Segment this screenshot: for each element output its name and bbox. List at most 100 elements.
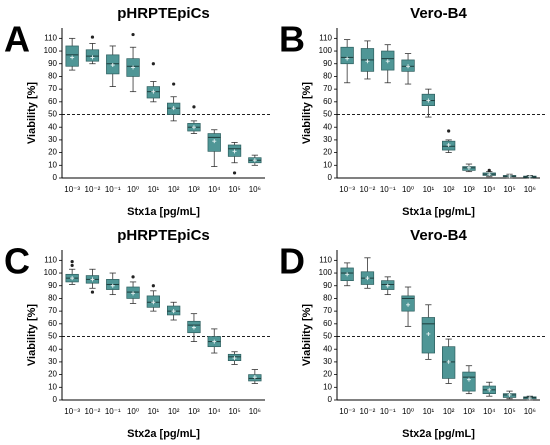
- mean-marker: [70, 276, 75, 281]
- y-tick-label: 100: [44, 46, 58, 55]
- mean-marker: [90, 277, 95, 282]
- mean-marker: [131, 291, 136, 296]
- y-axis-label: Viability [%]: [26, 304, 38, 366]
- outlier: [172, 82, 176, 86]
- y-tick-label: 100: [44, 268, 58, 277]
- x-tick-label: 10⁶: [249, 407, 261, 416]
- x-tick-label: 10⁻²: [360, 185, 376, 194]
- outlier: [232, 171, 237, 175]
- y-tick-label: 50: [48, 332, 57, 341]
- mean-marker: [446, 359, 451, 364]
- y-tick-label: 10: [48, 160, 57, 169]
- y-tick-label: 0: [328, 395, 333, 404]
- mean-marker: [131, 65, 136, 70]
- x-tick-label: 10⁻¹: [380, 407, 396, 416]
- mean-marker: [507, 392, 512, 397]
- y-tick-label: 70: [48, 306, 57, 315]
- mean-marker: [385, 283, 390, 288]
- y-tick-label: 40: [323, 122, 332, 131]
- x-tick-label: 10⁴: [483, 185, 496, 194]
- mean-marker: [426, 331, 431, 336]
- x-tick-label: 10³: [463, 185, 475, 194]
- y-tick-label: 20: [323, 370, 332, 379]
- mean-marker: [191, 325, 196, 330]
- mean-marker: [110, 283, 115, 288]
- y-tick-label: 60: [48, 319, 57, 328]
- panel-letter: C: [4, 241, 30, 282]
- mean-marker: [212, 339, 217, 344]
- x-tick-label: 10⁻²: [360, 407, 376, 416]
- x-tick-label: 10²: [443, 407, 455, 416]
- y-tick-label: 90: [323, 281, 332, 290]
- x-tick-label: 10²: [168, 407, 180, 416]
- outlier: [447, 129, 451, 133]
- x-tick-label: 10⁴: [208, 185, 221, 194]
- y-tick-label: 100: [319, 268, 333, 277]
- panel-letter: B: [279, 19, 305, 60]
- x-tick-label: 10¹: [148, 185, 160, 194]
- x-tick-label: 10⁻³: [64, 185, 80, 194]
- mean-marker: [365, 59, 370, 64]
- mean-marker: [171, 106, 176, 111]
- mean-marker: [151, 300, 156, 305]
- y-tick-label: 70: [323, 306, 332, 315]
- mean-marker: [345, 56, 350, 61]
- mean-marker: [466, 377, 471, 382]
- y-tick-label: 0: [328, 173, 333, 182]
- outlier: [487, 168, 491, 172]
- x-tick-label: 10¹: [423, 185, 435, 194]
- mean-marker: [212, 139, 217, 144]
- mean-marker: [252, 375, 257, 380]
- y-tick-label: 60: [323, 97, 332, 106]
- y-tick-label: 0: [53, 395, 58, 404]
- x-tick-label: 10⁻³: [339, 185, 355, 194]
- x-tick-label: 10⁶: [249, 185, 261, 194]
- x-tick-label: 10⁻²: [85, 407, 101, 416]
- mean-marker: [527, 396, 532, 401]
- mean-marker: [426, 98, 431, 103]
- outlier: [131, 275, 135, 279]
- y-tick-label: 30: [48, 357, 57, 366]
- y-tick-label: 20: [48, 148, 57, 157]
- y-tick-label: 90: [48, 281, 57, 290]
- y-tick-label: 40: [48, 344, 57, 353]
- x-tick-label: 10¹: [423, 407, 435, 416]
- box: [340, 46, 354, 65]
- y-tick-label: 40: [323, 344, 332, 353]
- y-tick-label: 0: [53, 173, 58, 182]
- x-tick-label: 10⁻¹: [380, 185, 396, 194]
- y-tick-label: 50: [323, 332, 332, 341]
- x-axis-label: Stx1a [pg/mL]: [402, 206, 475, 218]
- x-tick-label: 10⁻¹: [105, 185, 121, 194]
- mean-marker: [527, 174, 532, 179]
- y-tick-label: 80: [48, 294, 57, 303]
- y-axis-label: Viability [%]: [26, 82, 38, 144]
- y-tick-label: 90: [48, 59, 57, 68]
- panel-letter: A: [4, 19, 30, 60]
- mean-marker: [232, 356, 237, 361]
- y-tick-label: 90: [323, 59, 332, 68]
- mean-marker: [110, 63, 115, 68]
- x-tick-label: 10⁰: [402, 407, 414, 416]
- x-tick-label: 10⁻³: [339, 407, 355, 416]
- outlier: [70, 260, 74, 264]
- x-tick-label: 10⁵: [503, 407, 515, 416]
- y-tick-label: 30: [323, 135, 332, 144]
- y-tick-label: 10: [48, 382, 57, 391]
- y-tick-label: 20: [323, 148, 332, 157]
- y-tick-label: 110: [44, 33, 57, 42]
- y-tick-label: 70: [323, 84, 332, 93]
- mean-marker: [151, 89, 156, 94]
- y-tick-label: 50: [48, 110, 57, 119]
- x-tick-label: 10⁻³: [64, 407, 80, 416]
- x-tick-label: 10⁴: [208, 407, 221, 416]
- x-axis-label: Stx2a [pg/mL]: [127, 428, 200, 440]
- y-tick-label: 30: [323, 357, 332, 366]
- mean-marker: [466, 165, 471, 170]
- y-tick-label: 30: [48, 135, 57, 144]
- x-tick-label: 10²: [443, 185, 455, 194]
- mean-marker: [70, 55, 75, 60]
- x-axis-label: Stx2a [pg/mL]: [402, 428, 475, 440]
- mean-marker: [365, 276, 370, 281]
